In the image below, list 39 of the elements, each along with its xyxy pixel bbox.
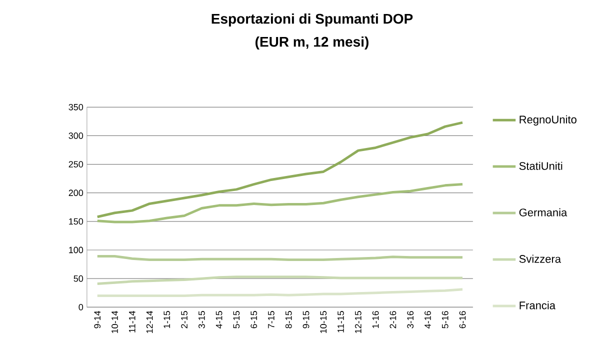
- x-tick-label: 1-16: [372, 311, 379, 328]
- x-tick-label: 3-15: [198, 311, 205, 328]
- x-tick-label: 7-15: [268, 311, 274, 328]
- x-tick-label: 10-14: [112, 310, 118, 334]
- x-tick-label: 11-15: [338, 311, 344, 332]
- y-tick-label: 300: [68, 132, 84, 139]
- chart-subtitle: (EUR m, 12 mesi): [256, 36, 368, 50]
- x-tick-label: 12-15: [354, 311, 362, 334]
- x-tick-label: 11-14: [129, 310, 136, 332]
- y-tick-label: 50: [74, 275, 84, 282]
- x-tick-label: 4-15: [216, 311, 222, 328]
- x-tick-label: 6-16: [459, 311, 466, 328]
- legend-label: RegnoUnito: [520, 115, 576, 126]
- x-tick-label: 12-14: [146, 310, 153, 334]
- y-tick-label: 0: [78, 304, 84, 310]
- x-tick-label: 8-15: [285, 311, 292, 328]
- y-tick-label: 250: [68, 161, 84, 168]
- legend-label: Francia: [520, 301, 556, 310]
- x-tick-label: 1-15: [164, 311, 170, 328]
- legend-label: Svizzera: [519, 254, 562, 263]
- line-series: [96, 183, 464, 224]
- x-tick-label: 5-15: [233, 311, 240, 328]
- y-tick-label: 100: [69, 246, 84, 254]
- x-tick-label: 3-16: [407, 311, 414, 328]
- x-tick-label: 9-15: [302, 311, 310, 328]
- chart-title: Esportazioni di Spumanti DOP: [212, 13, 413, 27]
- x-tick-label: 5-16: [442, 311, 448, 328]
- y-tick-label: 150: [69, 218, 84, 225]
- x-tick-label: 4-16: [424, 311, 431, 328]
- x-tick-label: 6-15: [250, 311, 258, 328]
- legend-label: StatiUniti: [519, 162, 562, 170]
- x-tick-label: 10-15: [320, 311, 327, 334]
- x-tick-label: 2-16: [390, 311, 396, 328]
- x-tick-label: 9-14: [94, 310, 101, 328]
- y-tick-label: 350: [68, 104, 84, 110]
- line-series: [96, 121, 464, 218]
- legend-label: Germania: [519, 208, 568, 216]
- x-tick-label: 2-15: [181, 311, 188, 328]
- y-tick-label: 200: [68, 190, 84, 196]
